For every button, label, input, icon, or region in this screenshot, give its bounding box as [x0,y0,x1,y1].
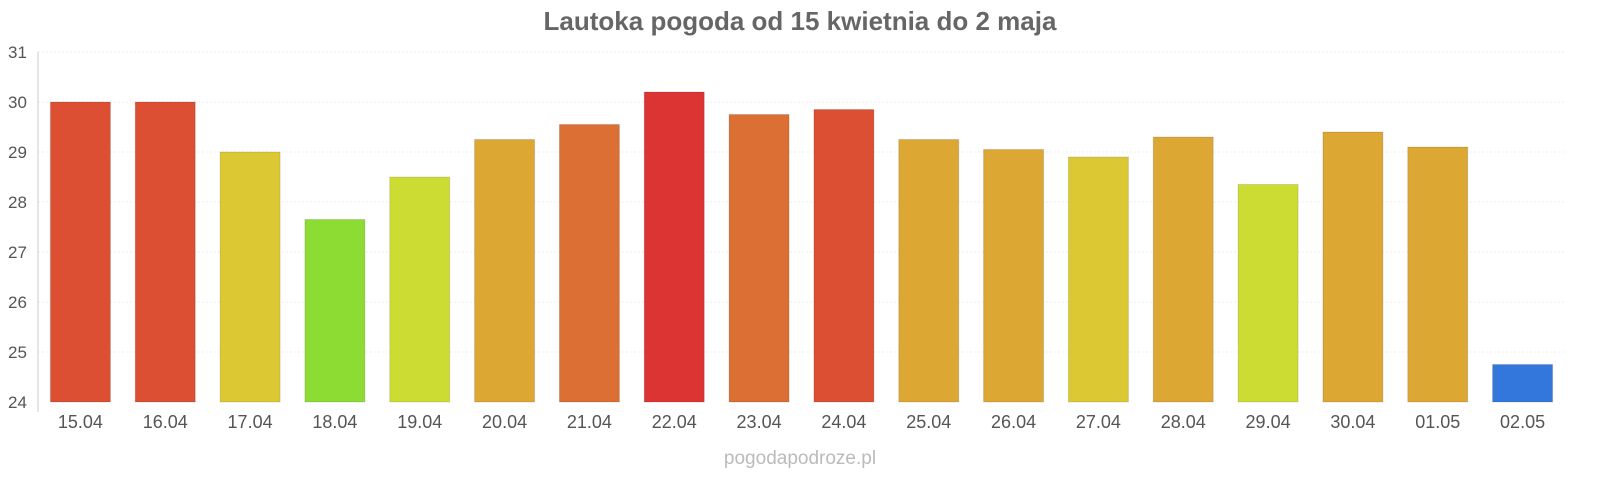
x-tick-label: 02.05 [1500,412,1545,432]
x-tick-label: 15.04 [58,412,103,432]
bar [1067,156,1129,403]
bar [1407,146,1469,403]
bar [389,176,451,403]
bar [49,101,111,403]
bar [983,149,1045,403]
y-tick-label: 24 [8,393,27,412]
bar [813,109,875,403]
bar [1322,131,1384,403]
y-axis: 24 25 26 27 28 29 30 31 [8,43,39,412]
y-tick-label: 28 [8,193,27,212]
grid-lines [38,51,1565,353]
x-tick-label: 25.04 [906,412,951,432]
y-tick-label: 29 [8,143,27,162]
bar [474,139,536,403]
y-tick-label: 25 [8,343,27,362]
y-tick-label: 31 [8,43,27,62]
x-tick-label: 23.04 [737,412,782,432]
x-tick-label: 28.04 [1161,412,1206,432]
bar [898,139,960,403]
bars [49,91,1554,403]
x-tick-label: 17.04 [228,412,273,432]
bar [134,101,196,403]
bar [1492,364,1554,403]
y-tick-label: 26 [8,293,27,312]
x-tick-label: 19.04 [397,412,442,432]
x-tick-label: 29.04 [1246,412,1291,432]
bar [1237,184,1299,403]
chart-title: Lautoka pogoda od 15 kwietnia do 2 maja [543,6,1057,36]
x-tick-label: 20.04 [482,412,527,432]
y-tick-label: 30 [8,93,27,112]
bar [219,151,281,403]
x-axis: 15.04 16.04 17.04 18.04 19.04 20.04 21.04 22.04… [58,412,1545,432]
x-tick-label: 24.04 [821,412,866,432]
bar [304,219,366,403]
bar [728,114,790,403]
watermark: pogodapodroze.pl [723,448,877,469]
x-tick-label: 27.04 [1076,412,1121,432]
x-tick-label: 26.04 [991,412,1036,432]
x-tick-label: 30.04 [1330,412,1375,432]
x-tick-label: 22.04 [652,412,697,432]
y-tick-label: 27 [8,243,27,262]
bar [643,91,705,403]
x-tick-label: 18.04 [312,412,357,432]
bar [558,124,620,403]
bar [1152,136,1214,403]
x-tick-label: 16.04 [143,412,188,432]
x-tick-label: 21.04 [567,412,612,432]
x-tick-label: 01.05 [1415,412,1460,432]
